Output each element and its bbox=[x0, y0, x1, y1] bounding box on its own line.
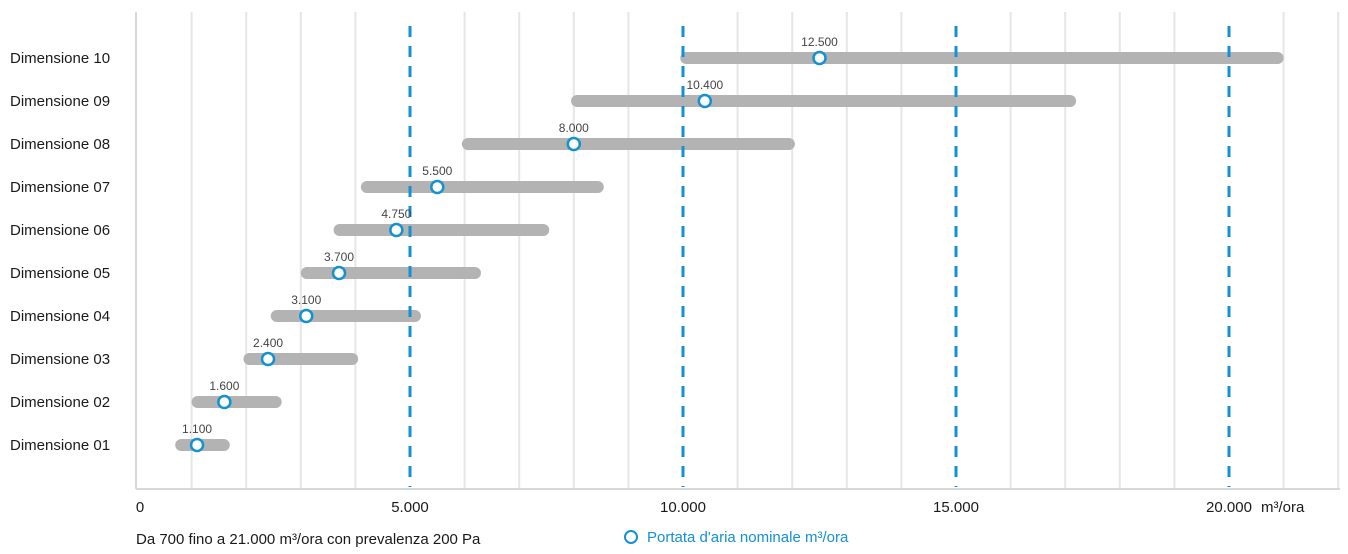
category-label: Dimensione 02 bbox=[10, 394, 110, 411]
nominal-point bbox=[389, 222, 404, 238]
legend: Portata d'aria nominale m³/ora bbox=[624, 526, 848, 548]
category-label: Dimensione 04 bbox=[10, 308, 110, 325]
nominal-point bbox=[430, 179, 445, 195]
nominal-point bbox=[260, 351, 276, 367]
value-label: 3.700 bbox=[324, 250, 354, 264]
category-label: Dimensione 10 bbox=[10, 50, 110, 67]
category-label: Dimensione 05 bbox=[10, 265, 110, 282]
nominal-point bbox=[189, 437, 205, 453]
category-label: Dimensione 06 bbox=[10, 222, 110, 239]
nominal-point bbox=[331, 265, 347, 281]
legend-marker-icon bbox=[624, 530, 638, 544]
x-tick-label: 15.000 bbox=[933, 499, 979, 516]
x-tick-label: 10.000 bbox=[660, 499, 706, 516]
nominal-point bbox=[697, 93, 713, 109]
nominal-point bbox=[566, 136, 582, 152]
value-label: 3.100 bbox=[291, 293, 321, 307]
x-tick-label: 5.000 bbox=[391, 499, 429, 516]
value-label: 1.100 bbox=[182, 422, 212, 436]
category-label: Dimensione 09 bbox=[10, 93, 110, 110]
nominal-point bbox=[299, 308, 314, 324]
nominal-point bbox=[217, 394, 232, 410]
x-tick-label: 0 bbox=[136, 499, 144, 516]
value-label: 5.500 bbox=[422, 164, 452, 178]
x-tick-label: 20.000 bbox=[1206, 499, 1252, 516]
value-label: 10.400 bbox=[686, 78, 723, 92]
value-label: 8.000 bbox=[559, 121, 589, 135]
value-label: 1.600 bbox=[209, 379, 239, 393]
category-label: Dimensione 08 bbox=[10, 136, 110, 153]
value-label: 4.750 bbox=[381, 207, 411, 221]
footer-note: Da 700 fino a 21.000 m³/ora con prevalen… bbox=[136, 531, 481, 548]
value-label: 12.500 bbox=[801, 35, 838, 49]
category-label: Dimensione 03 bbox=[10, 351, 110, 368]
value-label: 2.400 bbox=[253, 336, 283, 350]
x-unit-label: m³/ora bbox=[1261, 499, 1305, 516]
category-label: Dimensione 01 bbox=[10, 437, 110, 454]
nominal-point bbox=[812, 50, 827, 66]
category-label: Dimensione 07 bbox=[10, 179, 110, 196]
legend-label: Portata d'aria nominale m³/ora bbox=[647, 528, 849, 546]
